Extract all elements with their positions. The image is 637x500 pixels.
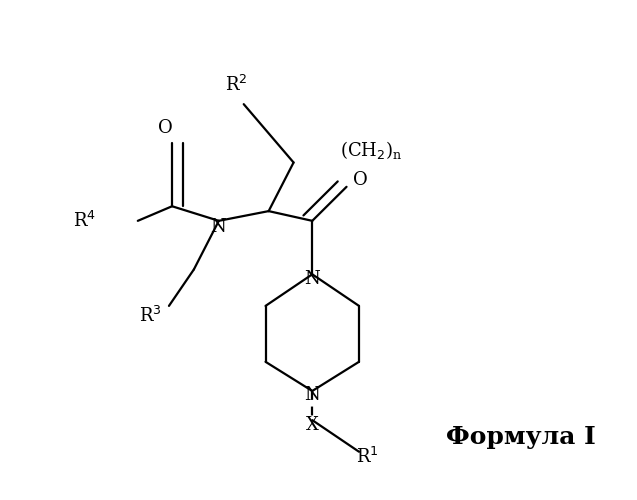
Text: R$^1$: R$^1$ <box>356 446 378 466</box>
Text: R$^4$: R$^4$ <box>73 211 96 231</box>
Text: N: N <box>304 270 320 288</box>
Text: (CH$_2$)$_{\mathregular{n}}$: (CH$_2$)$_{\mathregular{n}}$ <box>340 140 403 162</box>
Text: N: N <box>210 218 225 236</box>
Text: Формула I: Формула I <box>446 425 596 449</box>
Text: X: X <box>306 416 318 434</box>
Text: O: O <box>159 120 173 138</box>
Text: R$^2$: R$^2$ <box>225 74 248 95</box>
Text: N: N <box>304 386 320 404</box>
Text: R$^3$: R$^3$ <box>139 306 162 326</box>
Text: O: O <box>354 170 368 188</box>
